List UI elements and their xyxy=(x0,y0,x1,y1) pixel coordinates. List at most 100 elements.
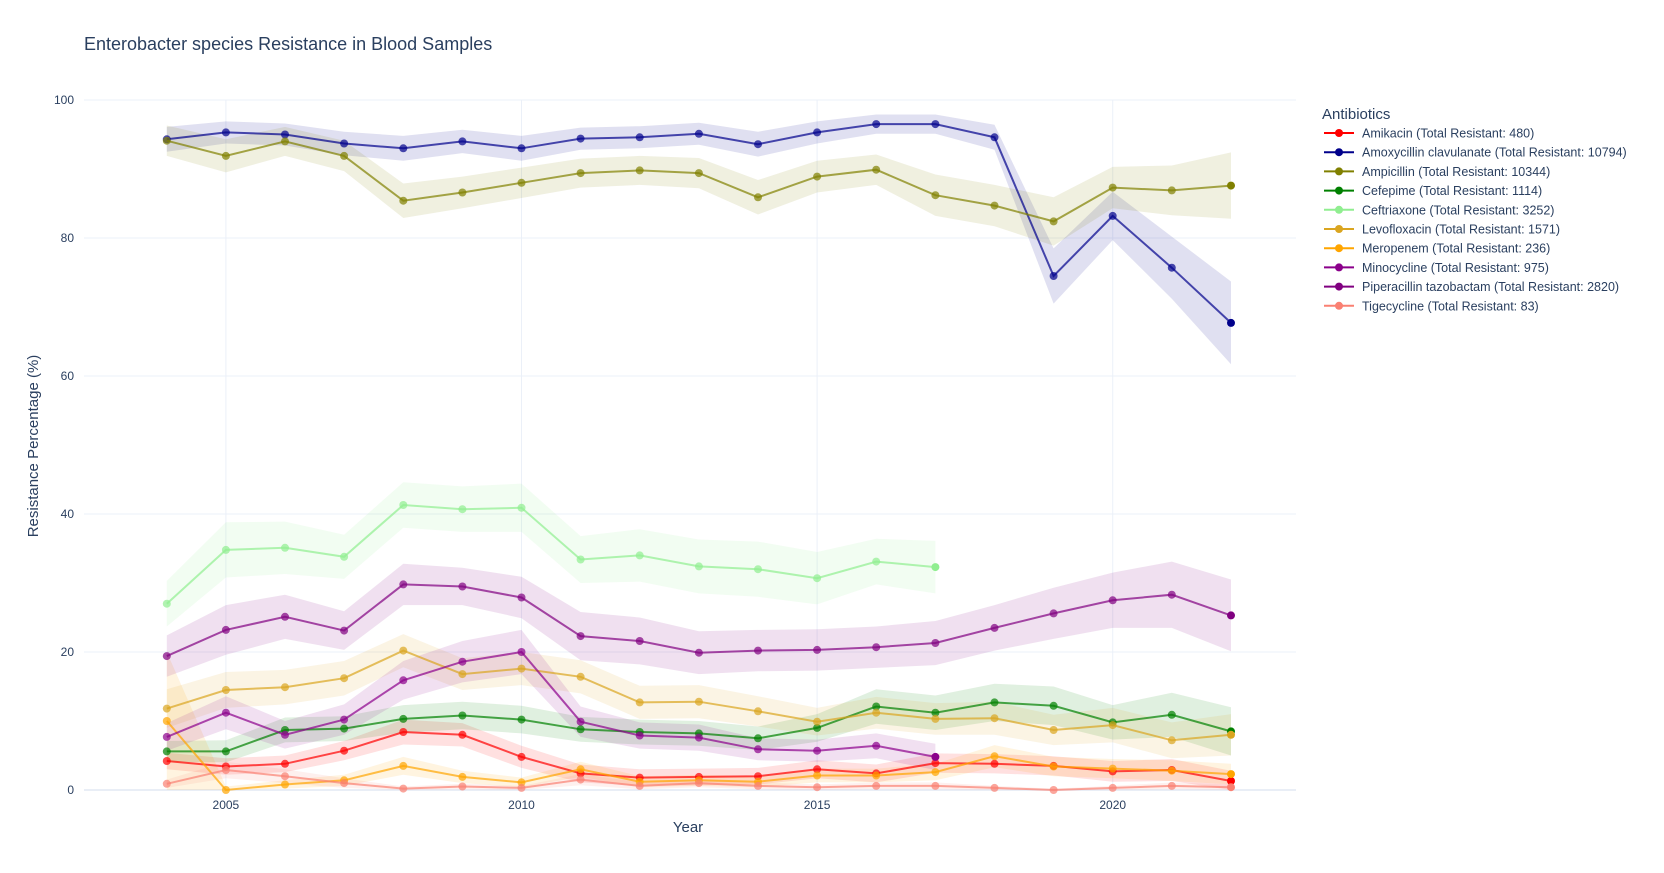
data-point xyxy=(931,120,940,129)
data-point xyxy=(872,165,881,174)
data-point xyxy=(340,779,349,788)
data-point xyxy=(458,137,467,146)
data-point xyxy=(1227,181,1235,190)
confidence-band xyxy=(166,561,1231,677)
legend-entry-label: Ceftriaxone (Total Resistant: 3252) xyxy=(1362,203,1554,217)
data-point xyxy=(754,734,762,743)
data-point xyxy=(990,783,999,792)
data-point xyxy=(1049,609,1058,618)
data-point xyxy=(1108,183,1117,192)
data-point xyxy=(813,771,822,780)
data-point xyxy=(221,786,230,794)
data-point xyxy=(517,664,526,673)
data-point xyxy=(1108,721,1117,730)
legend-entry-label: Amoxycillin clavulanate (Total Resistant… xyxy=(1362,146,1627,160)
data-point xyxy=(1227,730,1235,739)
data-point xyxy=(1049,762,1058,771)
data-point xyxy=(1167,186,1176,195)
data-point xyxy=(813,172,822,181)
data-point xyxy=(340,746,349,755)
legend-swatch-marker xyxy=(1335,148,1343,157)
data-point xyxy=(162,652,171,661)
data-point xyxy=(813,783,822,792)
data-point xyxy=(399,580,408,589)
data-point xyxy=(990,623,999,632)
data-point xyxy=(1108,783,1117,792)
legend-swatch-marker xyxy=(1335,263,1343,272)
data-point xyxy=(162,704,171,713)
data-point xyxy=(399,144,408,153)
data-point xyxy=(872,120,881,129)
confidence-band xyxy=(166,629,936,770)
x-axis-title: Year xyxy=(673,819,703,836)
legend-entry-label: Amikacin (Total Resistant: 480) xyxy=(1362,127,1534,141)
data-point xyxy=(221,151,230,160)
data-point xyxy=(931,708,940,717)
data-point xyxy=(458,730,467,739)
legend-entry-label: Minocycline (Total Resistant: 975) xyxy=(1362,261,1549,275)
chart-title: Enterobacter species Resistance in Blood… xyxy=(84,34,492,54)
x-tick-label: 2020 xyxy=(1099,798,1126,812)
data-point xyxy=(990,714,999,723)
data-point xyxy=(162,136,171,145)
data-point xyxy=(517,144,526,153)
data-point xyxy=(340,552,349,561)
confidence-band xyxy=(166,683,1231,763)
legend-entry-label: Tigecycline (Total Resistant: 83) xyxy=(1362,299,1539,313)
data-point xyxy=(340,724,349,733)
data-point xyxy=(517,752,526,761)
data-point xyxy=(458,782,467,791)
data-point xyxy=(221,708,230,717)
data-point xyxy=(872,702,881,711)
data-point xyxy=(872,643,881,652)
data-point xyxy=(281,137,289,146)
data-point xyxy=(399,646,408,655)
legend-swatch-marker xyxy=(1335,129,1343,137)
data-point xyxy=(754,646,762,655)
data-point xyxy=(1108,211,1117,220)
data-point xyxy=(990,133,999,142)
data-point xyxy=(635,731,644,740)
data-point xyxy=(872,708,881,717)
data-point xyxy=(931,563,940,572)
data-point xyxy=(1167,590,1176,599)
data-point xyxy=(872,781,881,790)
data-point xyxy=(221,128,230,137)
confidence-band xyxy=(166,114,1231,365)
data-point xyxy=(399,784,408,793)
legend-swatch-marker xyxy=(1335,205,1343,214)
data-point xyxy=(694,562,703,571)
data-point xyxy=(340,674,349,683)
data-point xyxy=(1049,726,1058,734)
data-point xyxy=(399,761,408,770)
data-point xyxy=(1167,263,1176,272)
data-point xyxy=(1049,217,1058,226)
data-point xyxy=(281,683,289,692)
data-point xyxy=(162,747,171,756)
legend-swatch-marker xyxy=(1335,301,1343,310)
data-point xyxy=(162,732,171,741)
data-point xyxy=(754,565,762,574)
data-point xyxy=(162,717,171,725)
data-point xyxy=(517,648,526,656)
legend-swatch-marker xyxy=(1335,282,1343,291)
data-point xyxy=(872,741,881,750)
data-point xyxy=(281,612,289,621)
data-point xyxy=(1167,766,1176,775)
data-point xyxy=(1227,770,1235,779)
data-point xyxy=(694,733,703,742)
data-point xyxy=(1227,611,1235,620)
legend-entry-label: Ampicillin (Total Resistant: 10344) xyxy=(1362,165,1550,179)
data-point xyxy=(872,557,881,566)
data-point xyxy=(931,781,940,790)
legend-title: Antibiotics xyxy=(1322,106,1390,123)
data-point xyxy=(872,771,881,780)
y-tick-label: 40 xyxy=(61,507,75,521)
data-point xyxy=(813,574,822,583)
y-tick-label: 0 xyxy=(67,783,74,797)
series-line xyxy=(166,650,936,758)
data-point xyxy=(517,715,526,724)
data-point xyxy=(399,501,408,509)
data-point xyxy=(576,169,585,178)
